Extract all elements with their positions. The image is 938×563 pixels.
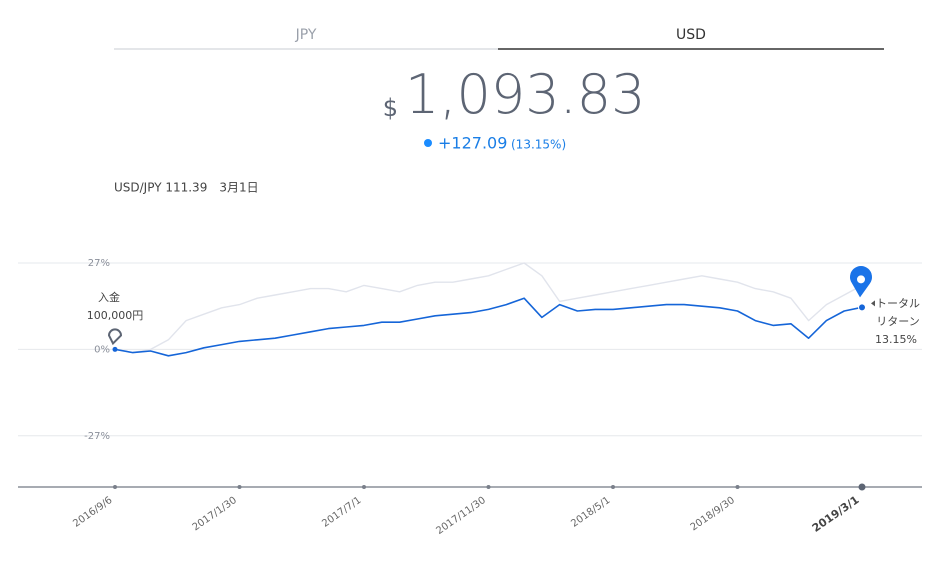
series-line (114, 262, 863, 354)
x-tick (362, 485, 366, 489)
end-pin-hole (857, 275, 865, 284)
tab-usd[interactable]: USD (676, 27, 706, 43)
x-tick (113, 485, 117, 489)
start-annotation: 入金 (98, 290, 120, 304)
change-dot (424, 139, 432, 147)
y-tick-label: 27% (88, 258, 110, 269)
x-tick (486, 485, 491, 489)
start-point (112, 346, 118, 352)
end-point (858, 303, 866, 312)
balance-amount: 1,093.83 (405, 63, 645, 126)
x-tick (237, 485, 242, 489)
x-tick (611, 485, 615, 489)
x-tick (858, 483, 866, 491)
y-tick-label: 0% (94, 344, 110, 355)
currency-sign: $ (383, 94, 398, 122)
x-tick-label: 2017/7/1 (320, 495, 363, 530)
fx-note: USD/JPY 111.39 3月1日 (114, 181, 259, 195)
x-tick-label: 2017/11/30 (434, 495, 488, 537)
end-pointer (871, 300, 875, 307)
end-annotation: リターン (876, 315, 919, 328)
end-annotation: 13.15% (875, 333, 917, 346)
x-tick-label: 2019/3/1 (810, 493, 862, 535)
end-annotation: トータル (876, 297, 920, 310)
x-tick-label: 2016/9/6 (71, 495, 114, 530)
change-pct: (13.15%) (511, 138, 566, 152)
series-line (114, 297, 863, 357)
change-value: +127.09 (438, 134, 507, 153)
start-annotation: 100,000円 (87, 309, 144, 322)
x-tick-label: 2018/5/1 (569, 495, 612, 530)
x-tick (735, 485, 740, 489)
x-tick-label: 2018/9/30 (689, 495, 737, 533)
tab-jpy[interactable]: JPY (295, 27, 317, 43)
x-tick-label: 2017/1/30 (191, 495, 239, 533)
start-pin (107, 328, 123, 346)
y-tick-label: -27% (84, 431, 110, 442)
